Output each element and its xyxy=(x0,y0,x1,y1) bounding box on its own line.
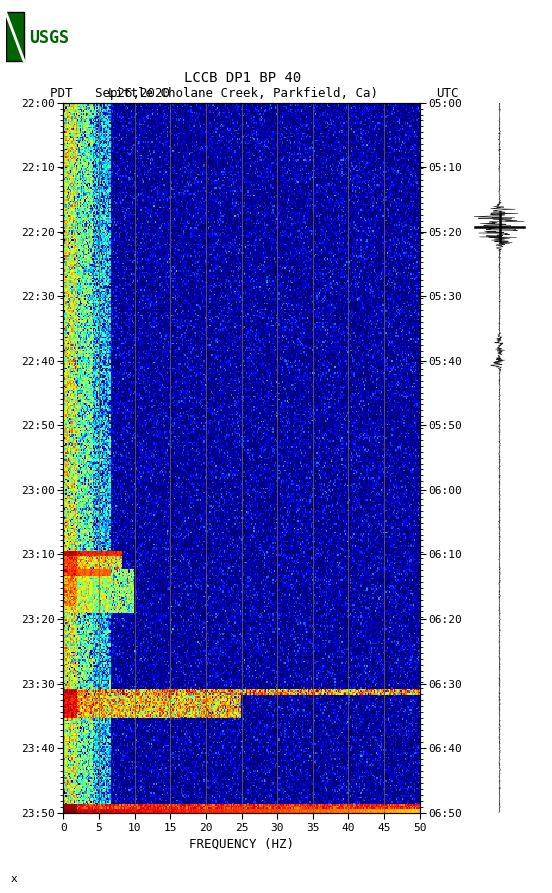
Text: x: x xyxy=(11,874,18,884)
FancyBboxPatch shape xyxy=(6,12,24,61)
Text: LCCB DP1 BP 40: LCCB DP1 BP 40 xyxy=(184,71,301,85)
Text: USGS: USGS xyxy=(29,29,68,47)
Text: PDT   Sep26,2020: PDT Sep26,2020 xyxy=(50,87,169,100)
X-axis label: FREQUENCY (HZ): FREQUENCY (HZ) xyxy=(189,838,294,850)
Text: Little Cholane Creek, Parkfield, Ca): Little Cholane Creek, Parkfield, Ca) xyxy=(108,87,378,100)
Text: UTC: UTC xyxy=(436,87,459,100)
